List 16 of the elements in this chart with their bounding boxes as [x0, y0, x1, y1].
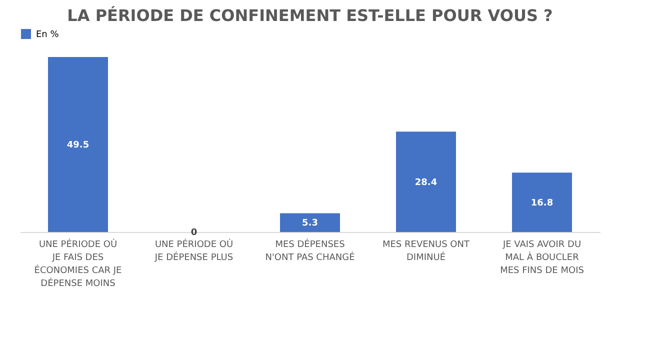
x-tick-label: UNE PÉRIODE OÙ JE FAIS DES ÉCONOMIES CAR JE DÉPENSE MOINS [34, 238, 122, 289]
x-tick-label: MES REVENUS ONT DIMINUÉ [382, 240, 470, 263]
data-label: 49.5 [66, 140, 90, 150]
x-tick-label: UNE PÉRIODE OÙ JE DÉPENSE PLUS [154, 238, 234, 263]
bar [48, 57, 108, 232]
legend-label: En % [36, 30, 60, 40]
bar [512, 172, 572, 232]
data-label: 28.4 [414, 178, 438, 188]
x-tick-label: JE VAIS AVOIR DU MAL À BOUCLER MES FINS DE MOIS [500, 240, 584, 276]
data-label: 16.8 [530, 198, 554, 208]
chart-title: LA PÉRIODE DE CONFINEMENT EST-ELLE POUR VOUS ? [67, 6, 553, 25]
bar [280, 213, 340, 232]
data-label: 5.3 [302, 218, 318, 229]
bar [396, 132, 456, 232]
data-label: 0 [190, 228, 198, 238]
x-tick-label: MES DÉPENSES N'ONT PAS CHANGÉ [265, 238, 356, 263]
